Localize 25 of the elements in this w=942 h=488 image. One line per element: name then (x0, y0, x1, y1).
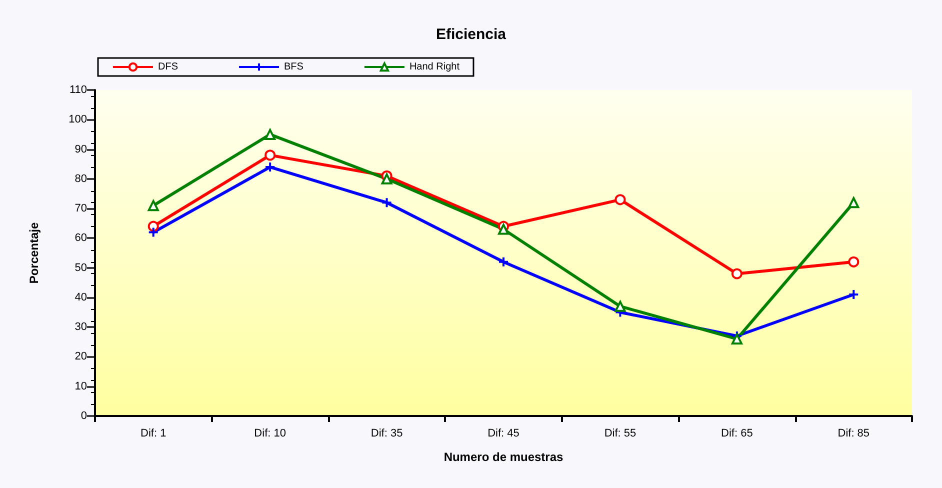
x-tick-label: Dif: 10 (254, 428, 286, 440)
y-tick-label: 30 (74, 321, 87, 334)
y-tick-label: 110 (69, 84, 87, 96)
y-tick-label: 0 (80, 410, 87, 422)
x-tick-label: Dif: 65 (721, 428, 753, 440)
x-tick-label: Dif: 55 (604, 428, 636, 440)
x-tick-label: Dif: 35 (370, 428, 403, 440)
legend-label: BFS (284, 62, 304, 72)
y-tick-label: 70 (74, 202, 87, 215)
y-tick-label: 40 (74, 291, 87, 304)
x-tick-label: Dif: 85 (838, 428, 870, 440)
legend-label: DFS (158, 62, 178, 72)
y-tick-label: 80 (74, 172, 87, 185)
y-tick-label: 50 (74, 262, 87, 274)
legend-label: Hand Right (409, 62, 460, 72)
y-axis-title: Porcentaje (27, 222, 41, 284)
y-tick-label: 20 (74, 350, 87, 363)
y-tick-label: 10 (74, 380, 87, 392)
y-tick-label: 60 (74, 232, 87, 244)
y-tick-label: 100 (68, 114, 87, 126)
x-tick-label: Dif: 45 (488, 428, 520, 440)
x-tick-label: Dif: 1 (140, 428, 166, 440)
x-axis-title: Numero de muestras (444, 450, 564, 464)
y-tick-label: 90 (74, 143, 87, 156)
chart-title: Eficiencia (436, 26, 507, 43)
